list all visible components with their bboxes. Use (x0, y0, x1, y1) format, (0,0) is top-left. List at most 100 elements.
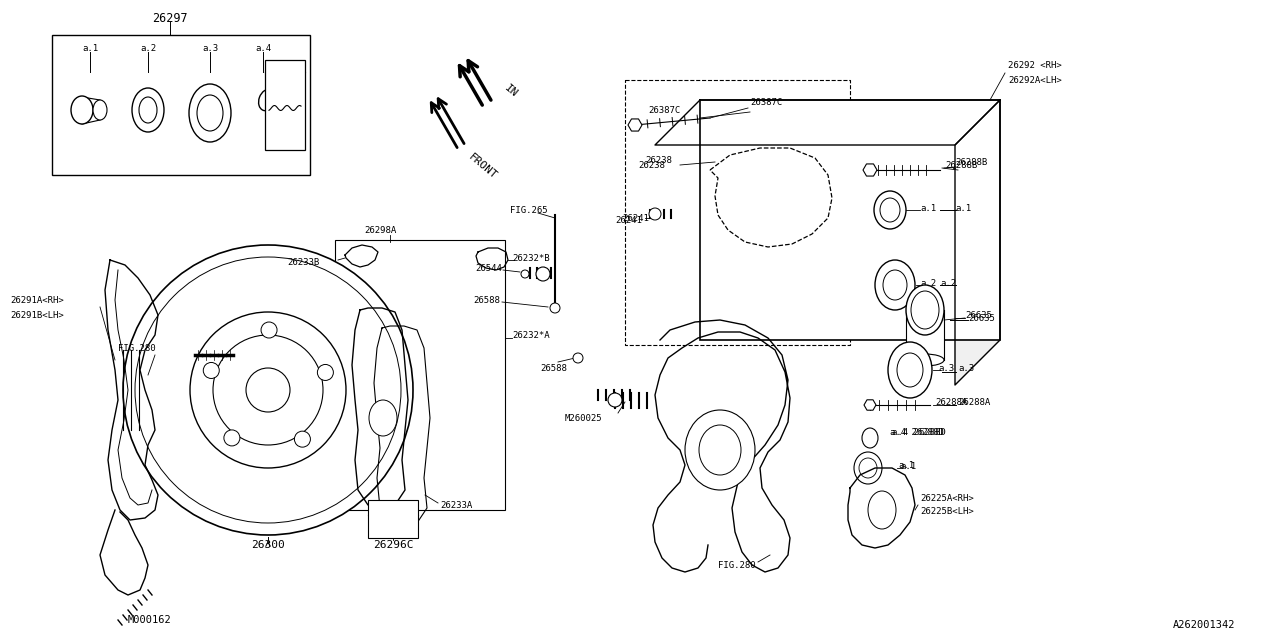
Ellipse shape (699, 425, 741, 475)
Circle shape (134, 257, 401, 523)
Text: 26296C: 26296C (372, 540, 413, 550)
Ellipse shape (888, 342, 932, 398)
Text: FIG.265: FIG.265 (509, 205, 548, 214)
Ellipse shape (906, 285, 945, 335)
Circle shape (123, 245, 413, 535)
Ellipse shape (876, 260, 915, 310)
Circle shape (224, 430, 239, 446)
Text: 26588: 26588 (540, 364, 567, 372)
Text: a.3: a.3 (202, 44, 218, 52)
Text: a.1: a.1 (955, 204, 972, 212)
Text: 26232*B: 26232*B (512, 253, 549, 262)
Ellipse shape (854, 452, 882, 484)
Ellipse shape (70, 96, 93, 124)
Text: A262001342: A262001342 (1172, 620, 1235, 630)
Text: a.2: a.2 (920, 278, 936, 287)
Text: a.1: a.1 (900, 461, 916, 470)
Text: IN: IN (503, 83, 520, 99)
Circle shape (204, 362, 219, 378)
Text: a.1: a.1 (82, 44, 99, 52)
Text: a.4: a.4 (255, 44, 271, 52)
Text: 26635: 26635 (968, 314, 995, 323)
Bar (52, 35, 310, 175)
Text: a.1: a.1 (920, 204, 936, 212)
Polygon shape (955, 100, 1000, 385)
Text: M000162: M000162 (128, 615, 172, 625)
Text: 26288A: 26288A (957, 397, 991, 406)
Ellipse shape (140, 97, 157, 123)
Bar (265, 60, 305, 150)
Text: 26544: 26544 (475, 264, 502, 273)
Ellipse shape (93, 100, 108, 120)
Bar (700, 100, 1000, 340)
Polygon shape (628, 119, 643, 131)
Circle shape (294, 431, 311, 447)
Text: 26225A<RH>: 26225A<RH> (920, 493, 974, 502)
Bar (335, 240, 506, 510)
Text: 26238: 26238 (645, 156, 672, 164)
Text: a.2: a.2 (140, 44, 156, 52)
Circle shape (536, 267, 550, 281)
Circle shape (317, 364, 333, 380)
Ellipse shape (881, 198, 900, 222)
Text: a.4 26288D: a.4 26288D (892, 428, 946, 436)
Text: FIG.280: FIG.280 (718, 561, 755, 570)
Text: a.4 26288D: a.4 26288D (890, 428, 943, 436)
Text: 26588: 26588 (474, 296, 500, 305)
Circle shape (261, 322, 276, 338)
Text: a.3: a.3 (957, 364, 974, 372)
Ellipse shape (369, 400, 397, 436)
Ellipse shape (897, 353, 923, 387)
Ellipse shape (259, 90, 275, 111)
Circle shape (573, 353, 582, 363)
Circle shape (212, 335, 323, 445)
Text: 26292 <RH>: 26292 <RH> (1009, 61, 1061, 70)
Text: 26300: 26300 (251, 540, 285, 550)
Ellipse shape (859, 458, 877, 478)
Text: 26241: 26241 (622, 214, 649, 223)
Text: 26238: 26238 (637, 161, 664, 170)
Ellipse shape (874, 191, 906, 229)
Text: 26387C: 26387C (750, 97, 782, 106)
Text: 26298A: 26298A (364, 225, 396, 234)
Text: 26292A<LH>: 26292A<LH> (1009, 76, 1061, 84)
Text: M260025: M260025 (564, 413, 603, 422)
Ellipse shape (197, 95, 223, 131)
Text: 26225B<LH>: 26225B<LH> (920, 508, 974, 516)
Polygon shape (864, 400, 876, 410)
Text: 26241: 26241 (614, 216, 641, 225)
Ellipse shape (883, 270, 908, 300)
Ellipse shape (861, 428, 878, 448)
Circle shape (521, 270, 529, 278)
Text: 26232*A: 26232*A (512, 330, 549, 339)
Circle shape (649, 208, 660, 220)
Text: a.2: a.2 (940, 278, 956, 287)
Text: 26288B: 26288B (955, 157, 987, 166)
Text: a.1: a.1 (899, 461, 914, 470)
Circle shape (189, 312, 346, 468)
Bar (369, 500, 419, 538)
Ellipse shape (868, 491, 896, 529)
Text: FIG.280: FIG.280 (118, 344, 156, 353)
Text: 26387C: 26387C (648, 106, 680, 115)
Text: 26297: 26297 (152, 12, 188, 24)
Text: 26233B: 26233B (288, 257, 320, 266)
Ellipse shape (911, 291, 940, 329)
Text: 26288A: 26288A (934, 397, 968, 406)
Circle shape (246, 368, 291, 412)
Text: 26233A: 26233A (440, 500, 472, 509)
Text: 26288B: 26288B (945, 161, 977, 170)
Text: 26291A<RH>: 26291A<RH> (10, 296, 64, 305)
Ellipse shape (906, 354, 945, 366)
Bar (906, 308, 945, 363)
Text: 26291B<LH>: 26291B<LH> (10, 310, 64, 319)
Ellipse shape (685, 410, 755, 490)
Circle shape (608, 393, 622, 407)
Text: 26635: 26635 (965, 310, 992, 319)
Text: FRONT: FRONT (467, 152, 499, 182)
Ellipse shape (189, 84, 230, 142)
Polygon shape (655, 100, 1000, 145)
Text: a.3: a.3 (938, 364, 954, 372)
Ellipse shape (132, 88, 164, 132)
Polygon shape (863, 164, 877, 176)
